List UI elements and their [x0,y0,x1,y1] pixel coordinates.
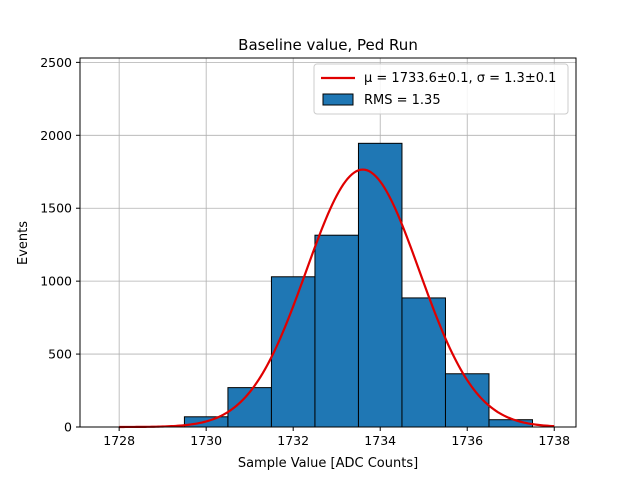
gaussian-fit-curve [119,168,555,429]
x-tick-label: 1732 [277,433,309,448]
x-tick-label: 1736 [451,433,483,448]
x-tick-label: 1738 [538,433,570,448]
x-tick-label: 1728 [103,433,135,448]
y-tick-label: 0 [64,420,72,435]
y-axis-ticks: 0 500 1000 1500 2000 2500 [40,55,80,435]
histogram-bar [357,142,403,428]
histogram-bar [314,234,359,428]
legend-box [313,63,569,115]
legend-histogram-label: RMS = 1.35 [364,93,441,108]
plot-frame [79,57,577,428]
histogram-bar [227,387,272,428]
y-axis-title: Events [16,221,31,265]
y-tick-label: 1000 [40,274,72,289]
histogram-bar [270,276,316,428]
y-tick-label: 2000 [40,128,72,143]
x-tick-label: 1730 [190,433,222,448]
histogram-bar [401,297,446,428]
legend-histogram-swatch [322,93,354,106]
y-tick-label: 1500 [40,201,72,216]
y-tick-label: 500 [48,347,72,362]
histogram-bars [183,142,533,428]
histogram-bar [444,373,490,428]
legend-fit-label: μ = 1733.6±0.1, σ = 1.3±0.1 [364,71,556,86]
y-tick-label: 2500 [40,55,72,70]
legend: μ = 1733.6±0.1, σ = 1.3±0.1 RMS = 1.35 [313,63,569,115]
x-axis-title: Sample Value [ADC Counts] [238,456,418,471]
chart-title: Baseline value, Ped Run [238,36,418,54]
x-axis-ticks: 1728 1730 1732 1734 1736 1738 [103,427,570,448]
x-tick-label: 1734 [364,433,396,448]
